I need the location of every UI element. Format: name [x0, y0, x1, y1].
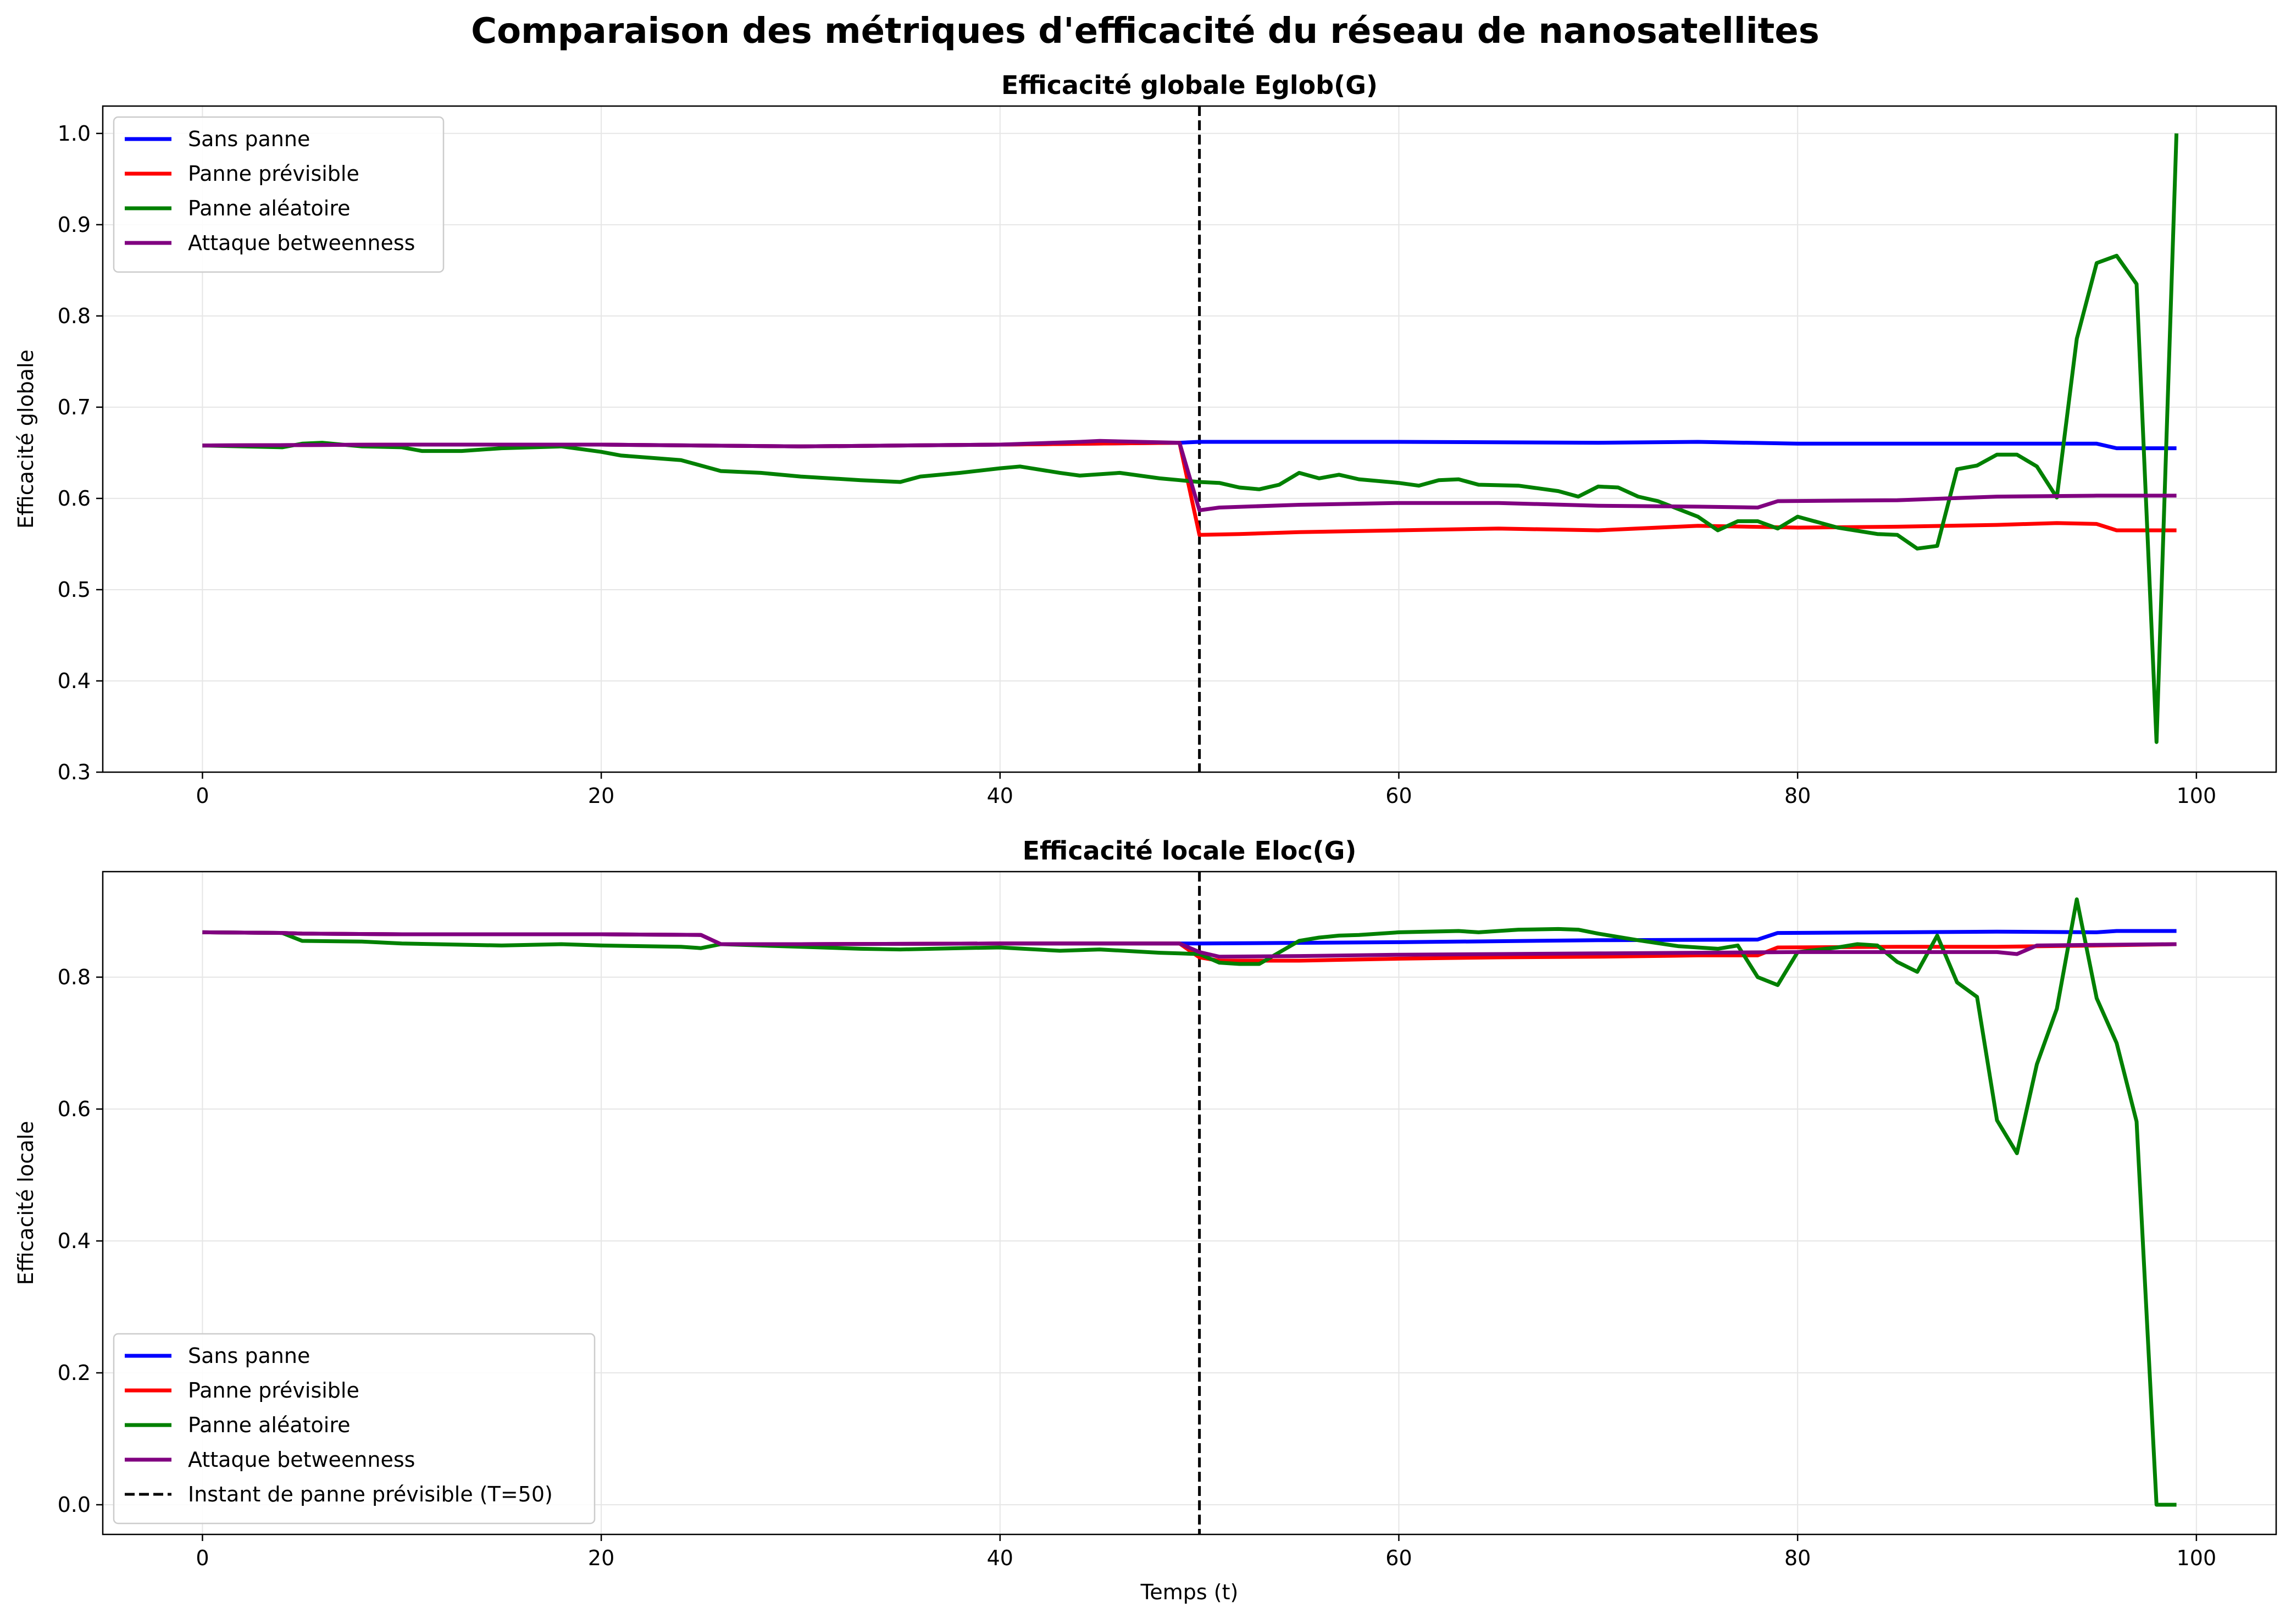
legend: Sans panne Panne prévisible Panne aléatoir…: [113, 1333, 596, 1525]
legend: Sans panne Panne prévisible Panne aléatoir…: [113, 116, 445, 273]
series-line-panne-al-atoire: [202, 133, 2179, 744]
y-tick-label: 0.6: [58, 1097, 91, 1121]
legend-box: [113, 1333, 596, 1525]
chart-title: Efficacité globale Eglob(G): [1001, 70, 1378, 100]
y-axis-label: Efficacité locale: [14, 1121, 38, 1285]
legend-label: Panne prévisible: [188, 162, 359, 186]
y-tick-label: 0.3: [58, 760, 91, 784]
series-group: [202, 133, 2179, 744]
x-axis-label: Temps (t): [1140, 1580, 1239, 1604]
x-tick-label: 40: [987, 784, 1013, 808]
x-tick-label: 40: [987, 1546, 1013, 1570]
y-tick-label: 0.6: [58, 486, 91, 511]
legend-label: Panne aléatoire: [188, 1413, 351, 1437]
chart-panel-2: Efficacité locale Eloc(G) 0 20 40 60 80 100 0.0…: [14, 836, 2277, 1604]
x-tick-label: 60: [1385, 784, 1412, 808]
legend-label: Sans panne: [188, 1344, 310, 1368]
series-line-attaque-betweenness: [202, 439, 2177, 512]
axes-frame: [102, 871, 2277, 1536]
x-tick-label: 60: [1385, 1546, 1412, 1570]
x-tick-label: 80: [1784, 1546, 1811, 1570]
y-tick-label: 0.4: [58, 1229, 91, 1253]
series-group: [202, 897, 2177, 1507]
legend-label: Panne prévisible: [188, 1378, 359, 1403]
x-tick-label: 100: [2177, 1546, 2217, 1570]
legend-label: Attaque betweenness: [188, 1448, 415, 1472]
figure-suptitle: Comparaison des métriques d'efficacité d…: [471, 11, 1820, 52]
x-tick-label: 100: [2177, 784, 2217, 808]
chart-title: Efficacité locale Eloc(G): [1023, 836, 1357, 866]
x-tick-label: 0: [196, 1546, 209, 1570]
chart-panel-1: Efficacité globale Eglob(G) 0 20 40 60 80 100 0…: [14, 70, 2277, 808]
y-tick-label: 0.5: [58, 578, 91, 602]
chart-panels: Efficacité globale Eglob(G) 0 20 40 60 80 100 0…: [14, 70, 2277, 1604]
y-tick-label: 0.8: [58, 965, 91, 989]
legend-label: Panne aléatoire: [188, 196, 351, 220]
y-tick-label: 0.0: [58, 1493, 91, 1517]
y-axis-label: Efficacité globale: [14, 350, 38, 529]
y-tick-label: 0.9: [58, 213, 91, 237]
y-tick-label: 0.8: [58, 304, 91, 328]
legend-box: [113, 116, 445, 273]
legend-label: Attaque betweenness: [188, 231, 415, 255]
x-tick-label: 0: [196, 784, 209, 808]
legend-label: Instant de panne prévisible (T=50): [188, 1482, 553, 1506]
y-tick-label: 1.0: [58, 121, 91, 146]
y-tick-label: 0.4: [58, 669, 91, 693]
series-line-attaque-betweenness: [202, 930, 2177, 959]
x-tick-label: 80: [1784, 784, 1811, 808]
x-tick-label: 20: [588, 1546, 614, 1570]
legend-label: Sans panne: [188, 127, 310, 151]
y-tick-label: 0.2: [58, 1361, 91, 1385]
x-tick-label: 20: [588, 784, 614, 808]
axes-frame: [102, 105, 2277, 773]
y-tick-label: 0.7: [58, 395, 91, 419]
